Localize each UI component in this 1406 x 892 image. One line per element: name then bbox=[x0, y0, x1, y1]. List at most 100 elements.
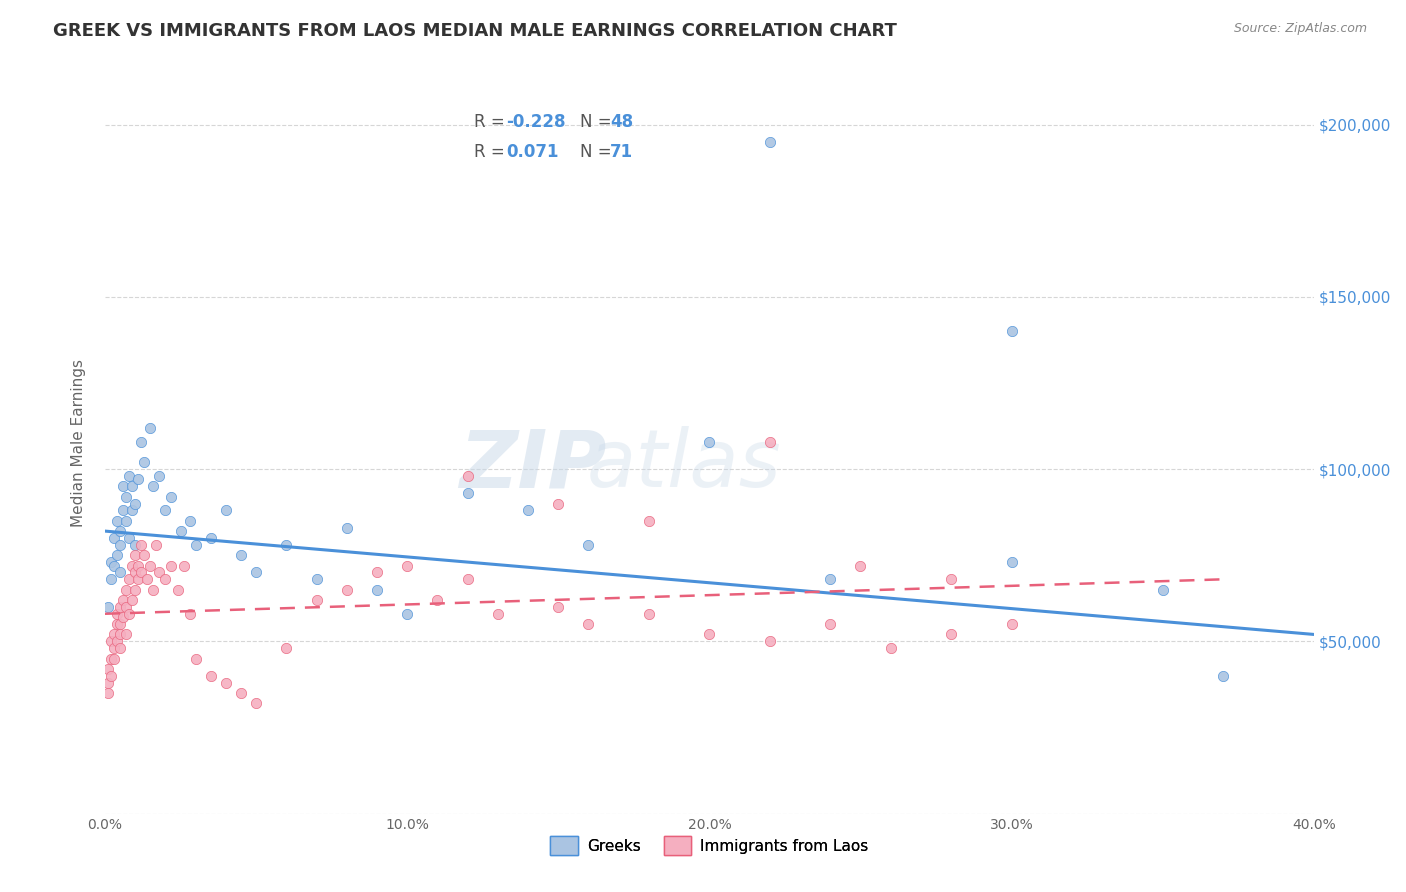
Point bbox=[145, 538, 167, 552]
Point bbox=[160, 558, 183, 573]
Point bbox=[155, 572, 177, 586]
Point bbox=[100, 572, 122, 586]
Point bbox=[124, 497, 146, 511]
Point bbox=[127, 472, 149, 486]
Point bbox=[179, 514, 201, 528]
Point bbox=[139, 558, 162, 573]
Point bbox=[136, 572, 159, 586]
Point bbox=[457, 469, 479, 483]
Point bbox=[112, 479, 135, 493]
Point bbox=[112, 503, 135, 517]
Point bbox=[118, 607, 141, 621]
Point bbox=[118, 531, 141, 545]
Point bbox=[305, 593, 328, 607]
Point bbox=[759, 434, 782, 449]
Point bbox=[939, 627, 962, 641]
Point bbox=[879, 641, 901, 656]
Point bbox=[169, 524, 191, 538]
Point bbox=[396, 607, 419, 621]
Point bbox=[108, 538, 131, 552]
Point bbox=[820, 572, 842, 586]
Point bbox=[1000, 324, 1022, 338]
Point bbox=[134, 548, 156, 562]
Point bbox=[121, 593, 143, 607]
Point bbox=[184, 538, 207, 552]
Point bbox=[336, 521, 359, 535]
Point bbox=[124, 566, 146, 580]
Point bbox=[129, 434, 152, 449]
Point bbox=[486, 607, 509, 621]
Point bbox=[108, 617, 131, 632]
Point bbox=[578, 617, 600, 632]
Point bbox=[699, 627, 721, 641]
Point bbox=[97, 686, 120, 700]
Point bbox=[1000, 555, 1022, 569]
Point bbox=[115, 490, 138, 504]
Point bbox=[820, 617, 842, 632]
Text: 48: 48 bbox=[610, 113, 633, 131]
Point bbox=[457, 486, 479, 500]
Point bbox=[849, 558, 872, 573]
Point bbox=[457, 572, 479, 586]
Point bbox=[103, 641, 125, 656]
Text: atlas: atlas bbox=[588, 426, 782, 505]
Point bbox=[638, 514, 661, 528]
Point bbox=[179, 607, 201, 621]
Point bbox=[108, 566, 131, 580]
Point bbox=[115, 514, 138, 528]
Point bbox=[229, 686, 252, 700]
Point bbox=[103, 558, 125, 573]
Point bbox=[200, 531, 222, 545]
Point bbox=[108, 627, 131, 641]
Point bbox=[173, 558, 195, 573]
Point bbox=[118, 572, 141, 586]
Point bbox=[105, 514, 128, 528]
Point bbox=[215, 503, 238, 517]
Point bbox=[118, 469, 141, 483]
Y-axis label: Median Male Earnings: Median Male Earnings bbox=[72, 359, 86, 527]
Text: N =: N = bbox=[581, 113, 617, 131]
Point bbox=[115, 582, 138, 597]
Point bbox=[108, 599, 131, 614]
Point bbox=[1212, 669, 1234, 683]
Point bbox=[97, 662, 120, 676]
Point bbox=[103, 651, 125, 665]
Text: R =: R = bbox=[474, 144, 509, 161]
Point bbox=[276, 538, 298, 552]
Point bbox=[547, 497, 569, 511]
Point bbox=[100, 555, 122, 569]
Point bbox=[121, 479, 143, 493]
Point bbox=[121, 558, 143, 573]
Point bbox=[108, 641, 131, 656]
Text: N =: N = bbox=[581, 144, 617, 161]
Point bbox=[229, 548, 252, 562]
Point bbox=[148, 566, 170, 580]
Point bbox=[129, 538, 152, 552]
Point bbox=[124, 548, 146, 562]
Point bbox=[112, 610, 135, 624]
Point bbox=[155, 503, 177, 517]
Point bbox=[366, 582, 388, 597]
Text: R =: R = bbox=[474, 113, 509, 131]
Point bbox=[105, 634, 128, 648]
Point bbox=[108, 524, 131, 538]
Point bbox=[1000, 617, 1022, 632]
Point bbox=[638, 607, 661, 621]
Text: GREEK VS IMMIGRANTS FROM LAOS MEDIAN MALE EARNINGS CORRELATION CHART: GREEK VS IMMIGRANTS FROM LAOS MEDIAN MAL… bbox=[53, 22, 897, 40]
Point bbox=[426, 593, 449, 607]
Point bbox=[366, 566, 388, 580]
Point bbox=[103, 627, 125, 641]
Point bbox=[139, 421, 162, 435]
Text: ZIP: ZIP bbox=[460, 426, 606, 505]
Point bbox=[142, 479, 165, 493]
Point bbox=[759, 634, 782, 648]
Point bbox=[547, 599, 569, 614]
Point bbox=[121, 503, 143, 517]
Point bbox=[939, 572, 962, 586]
Point bbox=[97, 599, 120, 614]
Point bbox=[105, 548, 128, 562]
Point bbox=[105, 617, 128, 632]
Point bbox=[97, 675, 120, 690]
Point bbox=[160, 490, 183, 504]
Point bbox=[127, 572, 149, 586]
